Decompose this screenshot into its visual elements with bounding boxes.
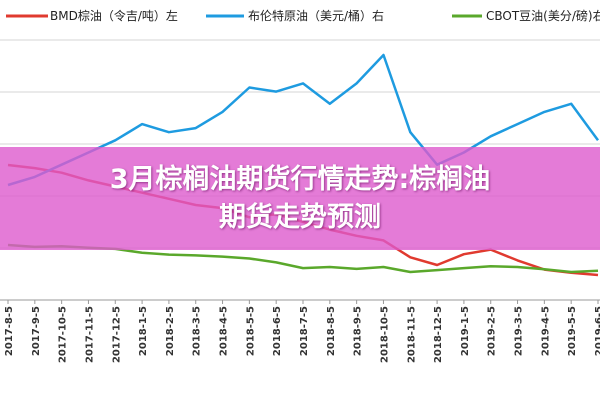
x-tick-label: 2018-5-5 — [245, 306, 256, 356]
x-tick-label: 2018-11-5 — [406, 306, 417, 363]
x-axis-ticks: 2017-8-5 2017-9-5 2017-10-5 2017-11-5 2017-1… — [4, 300, 600, 363]
x-tick-label: 2019-6-5 — [594, 306, 600, 356]
title-banner: 3月棕榈油期货行情走势:棕榈油 期货走势预测 — [0, 147, 600, 250]
legend-item-bmd: BMD棕油（令吉/吨）左 — [6, 8, 178, 23]
legend-label-cbot: CBOT豆油(美分/磅)右 — [486, 8, 600, 23]
x-tick-label: 2017-9-5 — [31, 306, 42, 356]
x-tick-label: 2018-4-5 — [219, 306, 230, 356]
legend-item-cbot: CBOT豆油(美分/磅)右 — [452, 8, 600, 23]
legend-label-brent: 布伦特原油（美元/桶）右 — [248, 8, 384, 23]
x-tick-label: 2019-4-5 — [540, 306, 551, 356]
x-tick-label: 2017-8-5 — [4, 306, 15, 356]
banner-title-line-2: 期货走势预测 — [219, 201, 381, 233]
x-tick-label: 2018-2-5 — [165, 306, 176, 356]
banner-title-line-1: 3月棕榈油期货行情走势:棕榈油 — [109, 163, 491, 195]
x-tick-label: 2017-11-5 — [84, 306, 95, 363]
legend: BMD棕油（令吉/吨）左 布伦特原油（美元/桶）右 CBOT豆油(美分/磅)右 — [6, 8, 600, 23]
x-tick-label: 2018-3-5 — [192, 306, 203, 356]
x-tick-label: 2018-10-5 — [379, 306, 390, 363]
series-line-brent — [7, 53, 600, 187]
x-tick-label: 2019-2-5 — [487, 306, 498, 356]
x-tick-label: 2018-12-5 — [433, 306, 444, 363]
x-tick-label: 2018-7-5 — [299, 306, 310, 356]
legend-label-bmd: BMD棕油（令吉/吨）左 — [50, 8, 178, 23]
x-tick-label: 2017-12-5 — [111, 306, 122, 363]
x-tick-label: 2019-3-5 — [514, 306, 525, 356]
legend-item-brent: 布伦特原油（美元/桶）右 — [206, 8, 384, 23]
x-tick-label: 2017-10-5 — [58, 306, 69, 363]
x-tick-label: 2018-1-5 — [138, 306, 149, 356]
x-tick-label: 2018-6-5 — [272, 306, 283, 356]
x-tick-label: 2018-9-5 — [353, 306, 364, 356]
x-tick-label: 2018-8-5 — [326, 306, 337, 356]
x-tick-label: 2019-1-5 — [460, 306, 471, 356]
x-tick-label: 2019-5-5 — [567, 306, 578, 356]
